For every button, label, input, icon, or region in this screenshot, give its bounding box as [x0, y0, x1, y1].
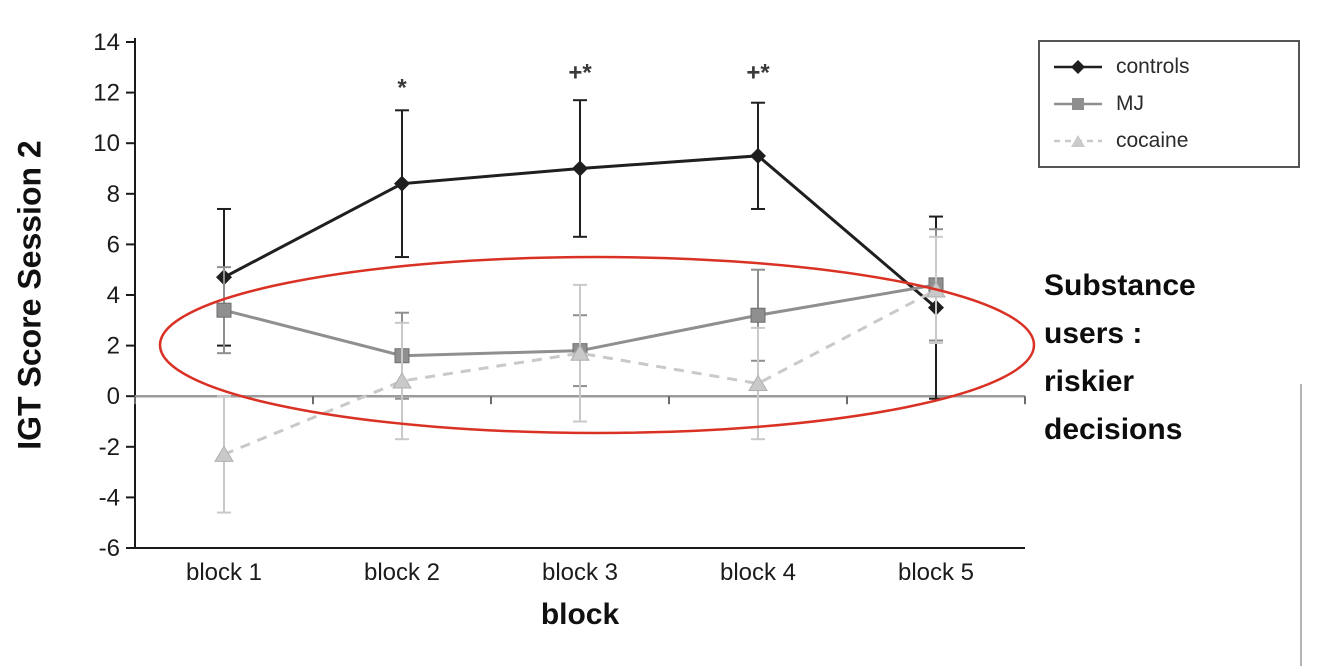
x-tick-label: block 3 [542, 559, 618, 586]
x-axis-title: block [540, 598, 620, 631]
square-marker [216, 302, 232, 318]
highlight-ellipse [158, 255, 1036, 435]
y-tick-label: 8 [107, 181, 120, 208]
note-line-4: decisions [1044, 413, 1183, 446]
significance-marker: +* [568, 59, 592, 86]
y-tick-label: -6 [99, 535, 120, 562]
x-tick-label: block 2 [364, 559, 440, 586]
series-line-cocaine [223, 288, 937, 456]
legend-label-controls: controls [1116, 54, 1190, 78]
x-tick-label: block 4 [720, 559, 796, 586]
cocaine-line-marker-icon [1054, 135, 1102, 148]
note-line-1: Substance [1044, 269, 1196, 302]
legend-label-cocaine: cocaine [1116, 129, 1189, 153]
y-tick-label: -4 [99, 484, 120, 511]
y-tick-label: 2 [107, 333, 120, 360]
controls-line-marker-icon [1054, 59, 1102, 74]
x-tick-label: block 1 [186, 559, 262, 586]
y-tick-label: -2 [99, 434, 120, 461]
y-tick-label: 12 [93, 80, 120, 107]
triangle-marker [570, 344, 590, 361]
y-tick-label: 0 [107, 383, 120, 410]
triangle-marker [748, 374, 768, 392]
note-line-3: riskier [1044, 365, 1135, 398]
legend: controls MJ cocaine [1038, 40, 1300, 168]
diamond-marker [394, 175, 410, 192]
series-cocaine [214, 235, 946, 514]
triangle-marker [392, 372, 412, 389]
y-tick-label: 4 [107, 282, 120, 309]
triangle-marker [214, 445, 234, 462]
square-marker [750, 307, 766, 323]
y-tick-label: 14 [93, 29, 120, 56]
significance-marker: +* [746, 59, 770, 86]
substance-users-note: Substance users : riskier decisions [1044, 262, 1320, 454]
significance-marker: * [397, 75, 407, 102]
note-line-2: users : [1044, 317, 1143, 350]
legend-item-controls: controls [1052, 55, 1290, 79]
x-tick-label: block 5 [898, 559, 974, 586]
chart-canvas: 14 12 10 8 6 4 2 0 -2 -4 -6 block 1 block 2 block 3 bl… [93, 29, 1036, 586]
mj-line-marker-icon [1054, 97, 1102, 110]
diamond-marker [750, 147, 766, 164]
legend-label-mj: MJ [1116, 91, 1144, 115]
y-tick-label: 6 [107, 231, 120, 258]
y-tick-label: 10 [93, 130, 120, 157]
y-axis-title: IGT Score Session 2 [11, 140, 48, 450]
diamond-marker [572, 160, 588, 177]
legend-item-cocaine: cocaine [1052, 129, 1290, 153]
screen-edge-artifact [1300, 384, 1302, 666]
legend-item-mj: MJ [1052, 92, 1290, 116]
